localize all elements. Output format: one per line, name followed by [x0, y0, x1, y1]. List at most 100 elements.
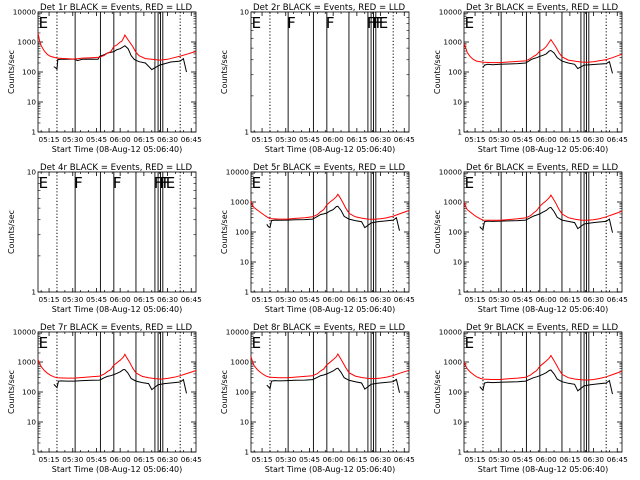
y-axis-label: Counts/sec: [7, 50, 16, 94]
y-tick-label: 1: [31, 448, 36, 457]
y-tick-label: 1: [244, 448, 249, 457]
x-axis-label: Start Time (08-Aug-12 05:06:40): [52, 305, 183, 314]
x-tick-label: 06:45: [394, 135, 415, 144]
x-axis-label: Start Time (08-Aug-12 05:06:40): [478, 305, 609, 314]
x-tick-label: 06:30: [370, 135, 391, 144]
x-tick-label: 06:45: [607, 135, 628, 144]
x-tick-label: 05:45: [86, 135, 107, 144]
y-tick-label: 1: [244, 288, 249, 297]
chart-title: Det 6r BLACK = Events, RED = LLD: [466, 163, 618, 173]
x-tick-label: 05:30: [488, 455, 509, 464]
x-tick-label: 05:15: [465, 295, 486, 304]
x-axis-label: Start Time (08-Aug-12 05:06:40): [478, 145, 609, 154]
y-tick-label: 10: [27, 98, 37, 107]
x-tick-label: 05:30: [488, 135, 509, 144]
x-tick-label: 05:15: [39, 295, 60, 304]
y-tick-label: 100: [448, 228, 462, 237]
y-tick-label: 10000: [439, 8, 463, 17]
flare-marker-label: F: [287, 14, 296, 32]
y-tick-label: 100: [235, 388, 249, 397]
x-tick-label: 06:00: [110, 455, 131, 464]
y-tick-label: 1000: [443, 358, 462, 367]
x-axis-label: Start Time (08-Aug-12 05:06:40): [265, 305, 396, 314]
lld-series-line: [250, 193, 410, 220]
x-tick-label: 05:45: [512, 455, 533, 464]
y-tick-label: 1: [31, 288, 36, 297]
y-axis-label: Counts/sec: [433, 50, 442, 94]
x-tick-label: 05:45: [299, 295, 320, 304]
flare-marker-label: E: [252, 14, 261, 32]
y-tick-label: 1: [244, 128, 249, 137]
events-series-line: [266, 205, 400, 231]
x-tick-label: 06:45: [181, 455, 202, 464]
x-tick-label: 05:30: [275, 455, 296, 464]
x-tick-label: 05:15: [465, 135, 486, 144]
plot-frame: [463, 331, 623, 453]
y-tick-label: 1000: [443, 198, 462, 207]
y-tick-label: 1000: [230, 198, 249, 207]
flare-marker-label: E: [252, 174, 261, 192]
y-axis-label: Counts/sec: [220, 370, 229, 414]
x-tick-label: 05:15: [39, 135, 60, 144]
x-tick-label: 06:00: [323, 295, 344, 304]
x-tick-label: 06:15: [346, 455, 367, 464]
y-tick-label: 10: [240, 418, 250, 427]
chart-panel-7: Det 7r BLACK = Events, RED = LLD 05:15 05:…: [7, 323, 202, 474]
plot-frame: [250, 331, 410, 453]
y-axis-label: Counts/sec: [433, 210, 442, 254]
y-tick-label: 10000: [226, 328, 250, 337]
y-tick-label: 100: [448, 388, 462, 397]
x-tick-label: 06:15: [559, 295, 580, 304]
x-tick-label: 06:00: [110, 295, 131, 304]
chart-title: Det 5r BLACK = Events, RED = LLD: [253, 163, 405, 173]
flare-marker-label: F: [154, 174, 163, 192]
y-axis-label: Counts/sec: [220, 50, 229, 94]
x-tick-label: 05:15: [252, 135, 273, 144]
flare-marker-label: E: [465, 334, 474, 352]
x-tick-label: 05:30: [488, 295, 509, 304]
events-series-line: [482, 49, 613, 74]
plot-frame: [463, 11, 623, 133]
flare-marker-label: F: [367, 14, 376, 32]
x-tick-label: 05:15: [39, 455, 60, 464]
flare-marker-label: E: [166, 174, 175, 192]
chart-panel-6: Det 6r BLACK = Events, RED = LLD 05:15 05:…: [433, 163, 628, 314]
y-tick-label: 10000: [13, 8, 37, 17]
x-tick-label: 06:15: [559, 135, 580, 144]
x-tick-label: 06:30: [583, 455, 604, 464]
x-tick-label: 06:15: [133, 135, 154, 144]
y-tick-label: 100: [22, 388, 36, 397]
x-tick-label: 05:45: [512, 135, 533, 144]
flare-marker-label: F: [376, 14, 385, 32]
x-axis-label: Start Time (08-Aug-12 05:06:40): [52, 465, 183, 474]
x-axis-label: Start Time (08-Aug-12 05:06:40): [265, 145, 396, 154]
x-tick-label: 05:45: [86, 455, 107, 464]
y-tick-label: 10: [453, 258, 463, 267]
lld-series-line: [463, 194, 623, 221]
x-tick-label: 05:30: [275, 295, 296, 304]
x-tick-label: 06:30: [157, 295, 178, 304]
chart-title: Det 7r BLACK = Events, RED = LLD: [40, 323, 192, 333]
y-tick-label: 1000: [230, 358, 249, 367]
flare-marker-label: E: [39, 174, 48, 192]
x-axis-label: Start Time (08-Aug-12 05:06:40): [265, 465, 396, 474]
x-tick-label: 06:45: [394, 295, 415, 304]
flare-marker-label: E: [39, 334, 48, 352]
y-tick-label: 10: [27, 418, 37, 427]
y-tick-label: 10: [240, 8, 250, 17]
plot-frame: [250, 171, 410, 293]
flare-marker-label: F: [159, 174, 168, 192]
y-tick-label: 1: [457, 448, 462, 457]
x-tick-label: 06:30: [370, 295, 391, 304]
plot-frame: [250, 11, 410, 133]
lld-series-line: [37, 353, 197, 380]
flare-marker-label: F: [163, 174, 172, 192]
x-tick-label: 06:15: [346, 295, 367, 304]
y-axis-label: Counts/sec: [220, 210, 229, 254]
flare-marker-label: F: [113, 174, 122, 192]
plot-frame: [37, 331, 197, 453]
x-tick-label: 06:00: [536, 135, 557, 144]
flare-marker-label: F: [372, 14, 381, 32]
